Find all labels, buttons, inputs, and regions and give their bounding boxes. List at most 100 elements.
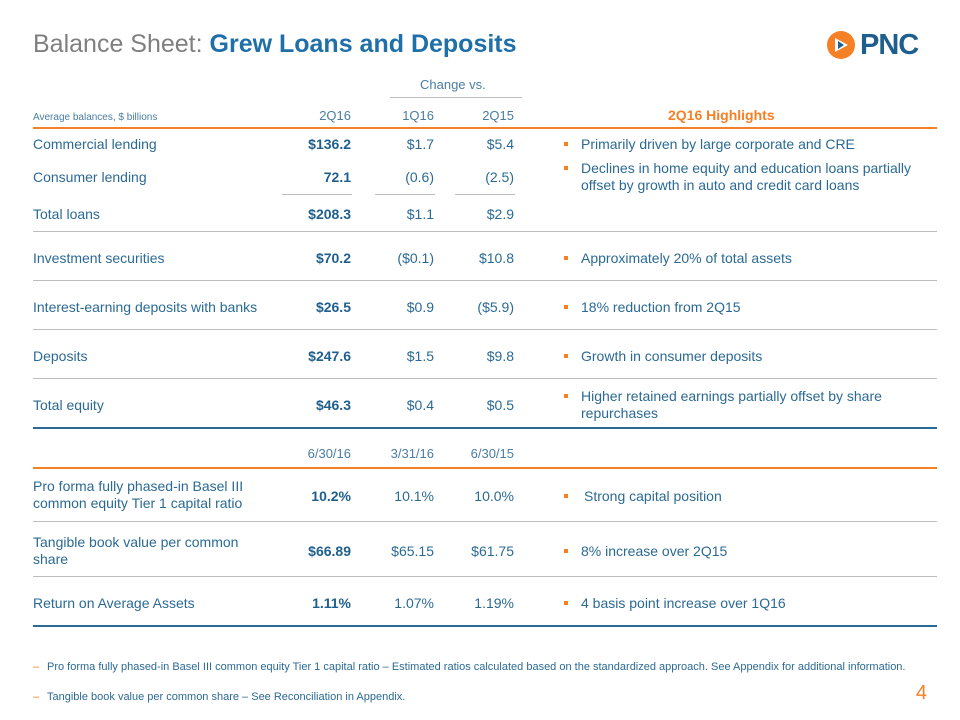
row-label: Total loans <box>33 206 100 222</box>
highlight-text: 8% increase over 2Q15 <box>581 543 728 559</box>
row-divider <box>33 521 937 522</box>
row-value-1q16: $1.1 <box>406 206 434 222</box>
dash-icon: – <box>33 661 40 673</box>
row-value-1q16: $0.9 <box>406 299 434 315</box>
row-label: Investment securities <box>33 250 165 266</box>
highlight-item: Declines in home equity and education lo… <box>564 160 934 194</box>
row-value-1q16: $1.7 <box>406 136 434 152</box>
row-label-line2: common equity Tier 1 capital ratio <box>33 495 243 511</box>
footnote: – Pro forma fully phased-in Basel III co… <box>33 661 923 674</box>
bullet-icon <box>564 354 568 358</box>
section-rule <box>33 427 937 429</box>
row-value-1q16: $0.4 <box>406 397 434 413</box>
row-value-2q16: 72.1 <box>323 169 351 185</box>
row-value-2q15: $5.4 <box>486 136 514 152</box>
row-value-6-30-15: 1.19% <box>474 595 514 611</box>
row-divider <box>33 576 937 577</box>
highlights-header: 2Q16 Highlights <box>668 107 775 123</box>
header-rule-2 <box>33 467 937 469</box>
highlight-text: Primarily driven by large corporate and … <box>581 136 855 152</box>
highlight-item: 4 basis point increase over 1Q16 <box>564 595 934 612</box>
bullet-icon <box>564 494 568 498</box>
pnc-logo: PNC <box>826 28 919 62</box>
header-rule <box>33 127 937 129</box>
bullet-icon <box>564 601 568 605</box>
page-title-prefix: Balance Sheet: <box>33 30 210 58</box>
row-value-1q16: $1.5 <box>406 348 434 364</box>
subtotal-rule-2q16 <box>282 194 352 195</box>
row-label: Deposits <box>33 348 88 364</box>
footnote-text: Tangible book value per common share – S… <box>47 691 406 703</box>
row-value-3-31-16: 10.1% <box>394 488 434 504</box>
row-label: Commercial lending <box>33 136 157 152</box>
row-value-6-30-15: $61.75 <box>471 543 514 559</box>
row-value-2q15: $2.9 <box>486 206 514 222</box>
page-number: 4 <box>915 682 927 704</box>
highlight-item: 8% increase over 2Q15 <box>564 543 934 560</box>
row-value-2q16: $70.2 <box>315 250 351 266</box>
highlight-item: 18% reduction from 2Q15 <box>564 299 934 316</box>
col-6-30-15-header: 6/30/15 <box>470 446 514 461</box>
row-value-2q16: $136.2 <box>308 136 351 152</box>
bullet-icon <box>564 142 568 146</box>
highlight-text: Approximately 20% of total assets <box>581 250 792 266</box>
change-vs-header: Change vs. <box>420 77 486 92</box>
row-value-2q16: $247.6 <box>308 348 351 364</box>
row-label-line1: Tangible book value per common <box>33 534 239 550</box>
col-6-30-16-header: 6/30/16 <box>307 446 351 461</box>
highlight-item: Approximately 20% of total assets <box>564 250 934 267</box>
footnote: – Tangible book value per common share –… <box>33 691 923 704</box>
row-value-2q16: $26.5 <box>315 299 351 315</box>
bullet-icon <box>564 166 568 170</box>
row-value-2q15: $10.8 <box>478 250 514 266</box>
row-label-line1: Return on Average Assets <box>33 595 195 611</box>
col-3-31-16-header: 3/31/16 <box>390 446 434 461</box>
row-value-3-31-16: $65.15 <box>391 543 434 559</box>
highlight-text: Growth in consumer deposits <box>581 348 763 364</box>
row-value-2q16: $208.3 <box>308 206 351 222</box>
row-divider <box>33 378 937 379</box>
row-label-header: Average balances, $ billions <box>33 112 158 123</box>
highlight-item: Strong capital position <box>564 488 934 505</box>
page-title: Balance Sheet: Grew Loans and Deposits <box>33 30 517 59</box>
row-value-3-31-16: 1.07% <box>394 595 434 611</box>
row-label: Total equity <box>33 397 104 413</box>
row-value-6-30-15: 10.0% <box>474 488 514 504</box>
highlight-item: Growth in consumer deposits <box>564 348 934 365</box>
bullet-icon <box>564 394 568 398</box>
row-label-line1: Pro forma fully phased-in Basel III <box>33 478 244 494</box>
highlight-item: Primarily driven by large corporate and … <box>564 136 934 153</box>
row-value-6-30-16: 1.11% <box>312 595 351 611</box>
row-value-2q15: $9.8 <box>486 348 514 364</box>
pnc-logo-icon <box>827 31 855 59</box>
change-vs-rule <box>390 97 522 98</box>
row-value-2q15: $0.5 <box>486 397 514 413</box>
subtotal-rule-1q16 <box>375 194 435 195</box>
bullet-icon <box>564 305 568 309</box>
col-2q16-header: 2Q16 <box>319 108 351 123</box>
highlight-text: Higher retained earnings partially offse… <box>581 388 882 421</box>
highlight-text: Strong capital position <box>584 488 722 504</box>
highlight-text: 4 basis point increase over 1Q16 <box>581 595 786 611</box>
row-label-line2: share <box>33 551 69 567</box>
row-value-2q16: $46.3 <box>315 397 351 413</box>
col-2q15-header: 2Q15 <box>482 108 514 123</box>
highlight-text: 18% reduction from 2Q15 <box>581 299 741 315</box>
pnc-logo-text: PNC <box>860 28 919 61</box>
row-divider <box>33 231 937 232</box>
row-label: Interest-earning deposits with banks <box>33 299 258 315</box>
row-divider <box>33 280 937 281</box>
row-value-1q16: ($0.1) <box>397 250 434 266</box>
row-value-6-30-16: $66.89 <box>308 543 351 559</box>
dash-icon: – <box>33 691 40 703</box>
table-bottom-rule <box>33 625 937 627</box>
col-1q16-header: 1Q16 <box>402 108 434 123</box>
row-divider <box>33 329 937 330</box>
highlight-text: Declines in home equity and education lo… <box>581 160 911 193</box>
page-title-main: Grew Loans and Deposits <box>209 30 517 58</box>
row-value-2q15: (2.5) <box>485 169 514 185</box>
bullet-icon <box>564 549 568 553</box>
bullet-icon <box>564 256 568 260</box>
row-label: Consumer lending <box>33 169 147 185</box>
subtotal-rule-2q15 <box>455 194 515 195</box>
